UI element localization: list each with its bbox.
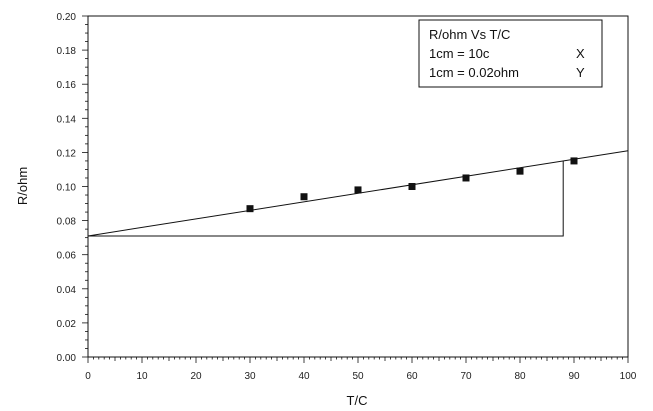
legend-title: R/ohm Vs T/C [429, 27, 510, 42]
legend-row-x-axis: X [576, 46, 585, 61]
legend-row-y-axis: Y [576, 65, 585, 80]
legend-row-x-text: 1cm = 10c [429, 46, 490, 61]
y-tick-label: 0.02 [57, 319, 77, 330]
data-point [462, 174, 470, 182]
legend: R/ohm Vs T/C 1cm = 10c X 1cm = 0.02ohm Y [418, 19, 603, 88]
x-tick-label: 80 [514, 371, 526, 382]
slope-triangle [88, 160, 564, 237]
y-tick-label: 0.14 [57, 114, 77, 125]
x-axis-title: T/C [347, 393, 368, 408]
legend-box [418, 19, 603, 88]
x-tick-label: 60 [406, 371, 418, 382]
y-tick-label: 0.10 [57, 183, 77, 194]
y-tick-label: 0.00 [57, 353, 77, 364]
y-tick-label: 0.16 [57, 80, 77, 91]
x-tick-label: 50 [352, 371, 364, 382]
x-tick-label: 10 [136, 371, 148, 382]
x-tick-label: 90 [568, 371, 580, 382]
x-tick-label: 20 [190, 371, 202, 382]
data-point [300, 193, 308, 201]
data-point [570, 157, 578, 165]
x-tick-label: 0 [85, 371, 91, 382]
data-point [408, 183, 416, 190]
x-tick-label: 100 [620, 371, 637, 382]
y-axis-title: R/ohm [15, 167, 30, 205]
data-point [516, 167, 524, 175]
data-point [354, 186, 362, 194]
x-tick-label: 40 [298, 371, 310, 382]
x-tick-label: 30 [244, 371, 256, 382]
x-tick-label: 70 [460, 371, 472, 382]
y-tick-label: 0.20 [57, 12, 77, 23]
legend-row-y-text: 1cm = 0.02ohm [429, 65, 519, 80]
y-tick-label: 0.04 [57, 285, 77, 296]
data-point [246, 205, 254, 213]
y-tick-label: 0.12 [57, 148, 77, 159]
y-tick-label: 0.18 [57, 46, 77, 57]
y-tick-label: 0.06 [57, 251, 77, 262]
y-tick-label: 0.08 [57, 217, 77, 228]
plot-area: 0 10 20 30 40 50 60 70 80 90 100 0.00 0.02 0.04 0.06 0.… [57, 12, 637, 382]
